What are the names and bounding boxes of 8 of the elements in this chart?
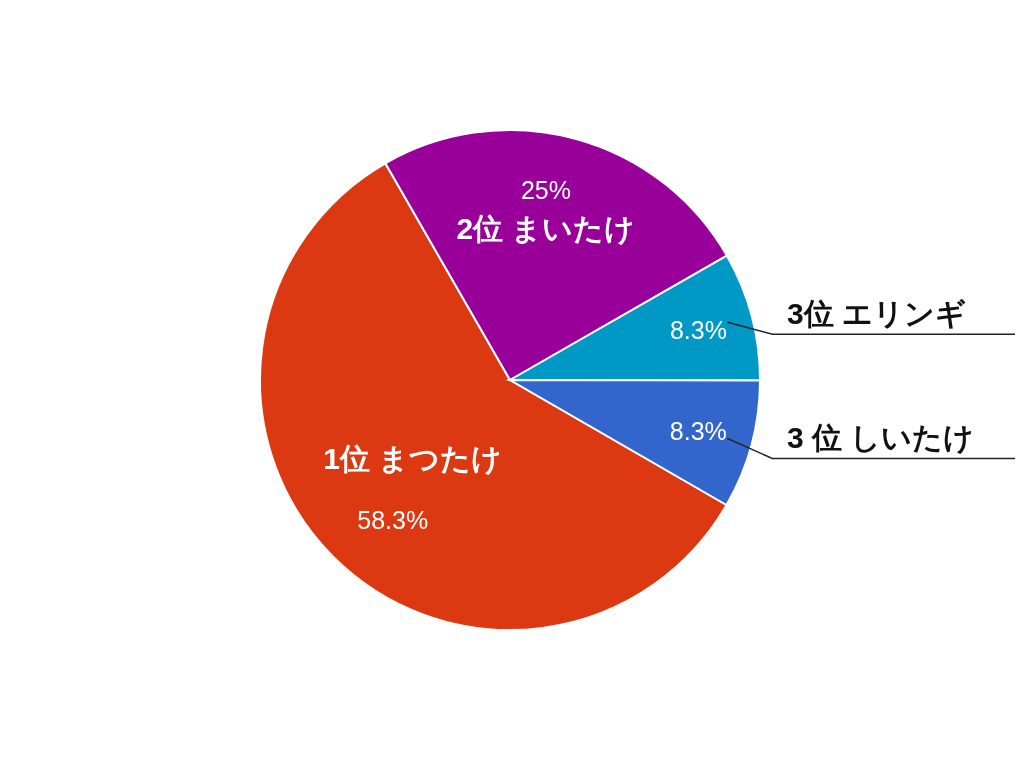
data-label: 8.3% bbox=[669, 315, 727, 344]
data-label: 25% bbox=[520, 176, 571, 205]
data-label: 58.3% bbox=[357, 506, 429, 535]
data-label: 8.3% bbox=[669, 416, 727, 445]
slice-label: 3位 エリンギ bbox=[787, 297, 967, 331]
slice-label: 2位 まいたけ bbox=[456, 212, 636, 247]
slice-label: 1位 まつたけ bbox=[323, 442, 503, 477]
slice-label: 3 位 しいたけ bbox=[787, 421, 975, 456]
